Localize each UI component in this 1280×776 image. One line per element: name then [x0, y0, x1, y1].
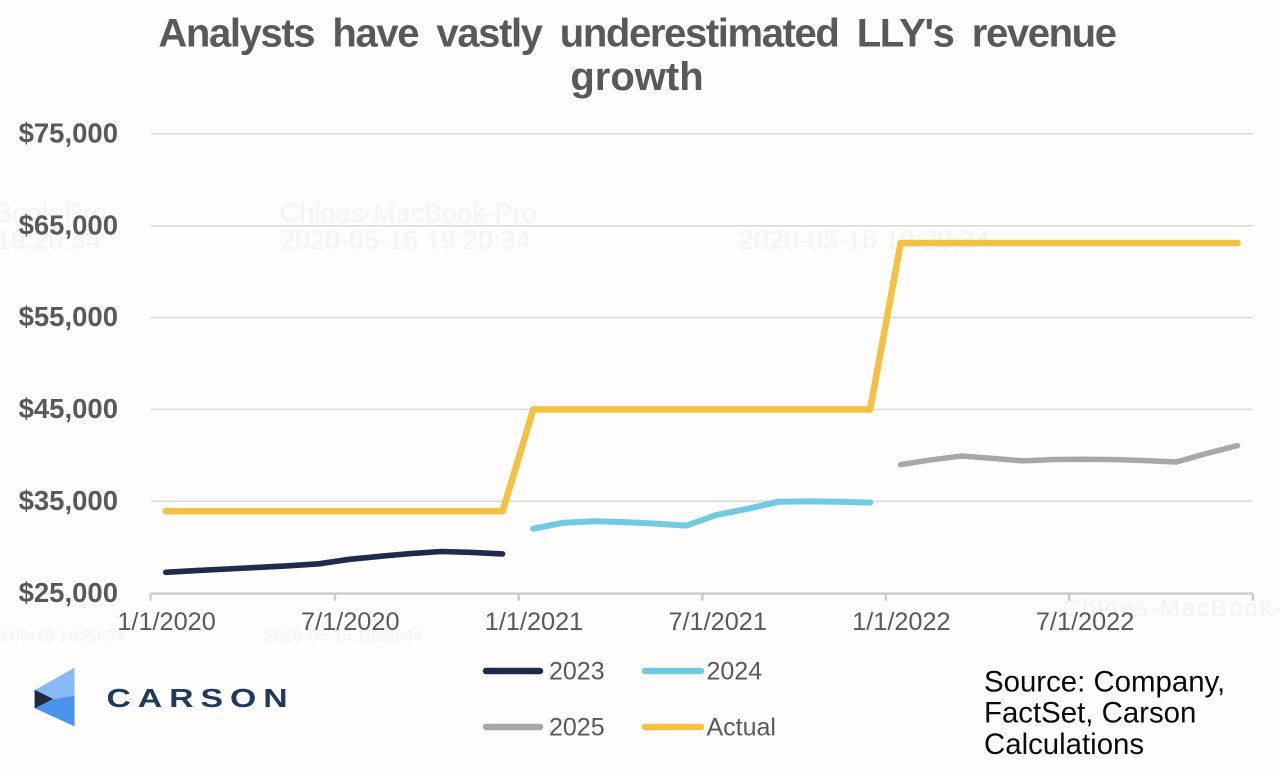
svg-text:Actual: Actual — [707, 714, 776, 742]
svg-text:2020-05-16 19:20:34: 2020-05-16 19:20:34 — [265, 626, 423, 645]
svg-text:Calculations: Calculations — [984, 728, 1144, 761]
svg-text:$25,000: $25,000 — [19, 577, 118, 608]
svg-text:Chloes-MacBook-Pro: Chloes-MacBook-Pro — [0, 198, 107, 228]
svg-text:$75,000: $75,000 — [19, 117, 118, 148]
svg-text:2025: 2025 — [549, 714, 605, 742]
svg-text:Analysts have vastly underesti: Analysts have vastly underestimated LLY'… — [158, 12, 1115, 56]
svg-text:$55,000: $55,000 — [19, 301, 118, 332]
svg-text:2020-05-16 19:20:34: 2020-05-16 19:20:34 — [0, 626, 125, 645]
svg-text:7/1/2021: 7/1/2021 — [668, 608, 766, 636]
svg-text:$45,000: $45,000 — [19, 393, 118, 424]
svg-text:2023: 2023 — [549, 658, 605, 686]
svg-text:1/1/2022: 1/1/2022 — [852, 608, 950, 636]
svg-text:Source: Company,: Source: Company, — [984, 666, 1225, 699]
svg-text:1/1/2020: 1/1/2020 — [117, 608, 215, 636]
svg-text:7/1/2022: 7/1/2022 — [1036, 608, 1134, 636]
svg-text:2020-05-16 19:20:34: 2020-05-16 19:20:34 — [280, 225, 531, 255]
svg-text:2020-05-16 19:20:34: 2020-05-16 19:20:34 — [0, 225, 101, 255]
svg-text:Chloes-MacBook-Pro: Chloes-MacBook-Pro — [1063, 595, 1280, 622]
svg-text:$65,000: $65,000 — [19, 209, 118, 240]
svg-text:$35,000: $35,000 — [19, 485, 118, 516]
svg-text:FactSet, Carson: FactSet, Carson — [984, 697, 1196, 730]
svg-text:Chloes-MacBook-Pro: Chloes-MacBook-Pro — [280, 198, 537, 228]
svg-text:7/1/2020: 7/1/2020 — [301, 608, 399, 636]
svg-text:1/1/2021: 1/1/2021 — [485, 608, 583, 636]
svg-text:CARSON: CARSON — [106, 685, 294, 713]
svg-text:growth: growth — [570, 55, 703, 99]
svg-text:2024: 2024 — [707, 658, 763, 686]
